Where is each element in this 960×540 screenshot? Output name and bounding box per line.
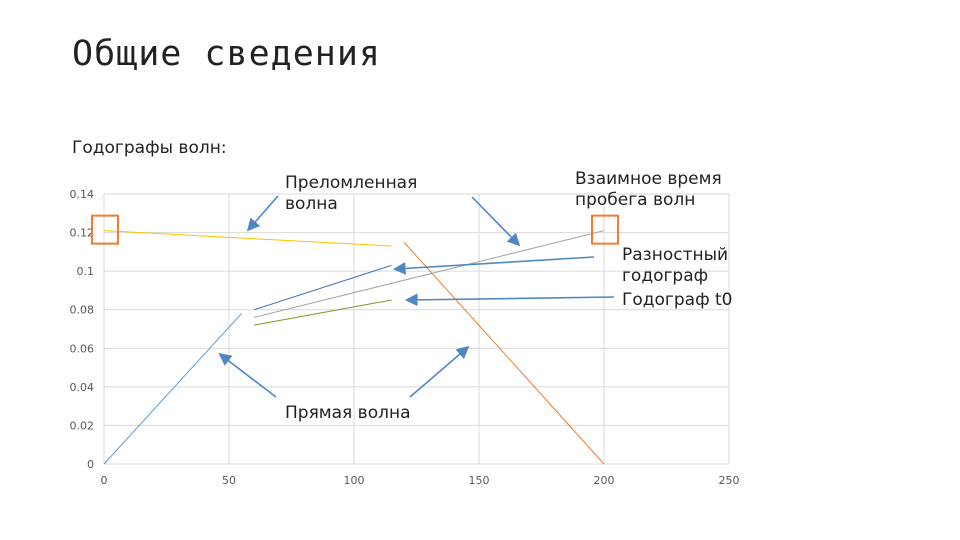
series-line-direct [103, 313, 242, 465]
chart-tick-labels: 0 0.02 0.04 0.06 0.08 0.1 0.12 0.14 0 50 100 150 200… [70, 188, 740, 487]
slide-title: Общие сведения [72, 34, 382, 74]
slide-subtitle: Годографы волн: [72, 138, 227, 158]
annotation-difference-hodograph: Разностный годограф [622, 245, 729, 286]
series-line-difference_upper [253, 264, 392, 311]
highlight-box [591, 214, 619, 245]
annotation-arrows [218, 195, 615, 398]
arrow-difference [392, 256, 595, 275]
y-tick-label: 0.04 [70, 381, 95, 394]
arrow-refracted [246, 195, 279, 232]
annotation-mutual-time: Взаимное время пробега волн [575, 169, 722, 210]
chart-grid [103, 193, 730, 465]
y-tick-label: 0 [87, 458, 94, 471]
y-tick-label: 0.08 [70, 304, 95, 317]
y-tick-label: 0.12 [70, 227, 95, 240]
annotation-refracted-wave: Преломленная волна [285, 173, 418, 214]
arrow-direct-right [409, 345, 470, 398]
series-line-refracted_forward [403, 241, 605, 465]
highlight-box [91, 214, 119, 245]
y-tick-label: 0.02 [70, 419, 95, 432]
series-line-difference [253, 230, 605, 318]
chart-series [103, 230, 605, 465]
series-line-t0_line [253, 299, 392, 326]
annotation-direct-wave: Прямая волна [285, 403, 411, 423]
y-tick-label: 0.14 [70, 188, 95, 201]
x-tick-label: 100 [344, 474, 365, 487]
arrow-t0 [404, 293, 615, 307]
x-tick-label: 250 [719, 474, 740, 487]
x-tick-label: 50 [222, 474, 236, 487]
chart-highlights [91, 214, 619, 245]
y-tick-label: 0.1 [77, 265, 95, 278]
arrow-direct-left [218, 353, 277, 398]
annotation-t0-hodograph: Годограф t0 [622, 290, 733, 310]
y-tick-label: 0.06 [70, 342, 95, 355]
x-tick-label: 200 [594, 474, 615, 487]
x-tick-label: 150 [469, 474, 490, 487]
x-tick-label: 0 [101, 474, 108, 487]
series-line-refracted_reverse [103, 230, 392, 247]
arrow-mutual-time [471, 196, 521, 247]
